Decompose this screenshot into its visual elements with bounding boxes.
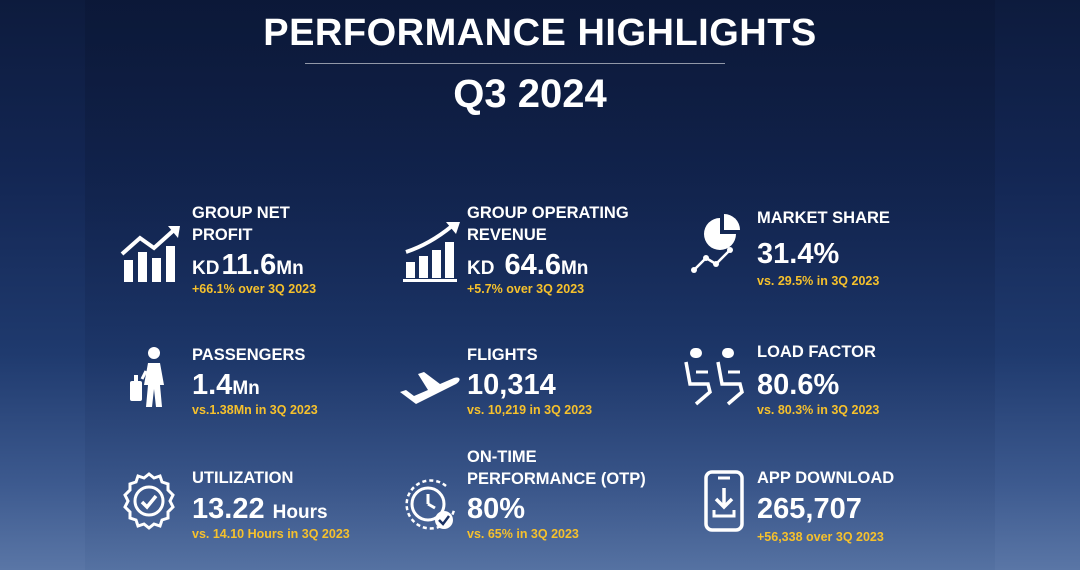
net-profit-number: 11.6 (221, 249, 277, 281)
revenue-value: KD 64.6Mn (467, 249, 588, 282)
net-profit-value: KD11.6Mn (192, 249, 304, 282)
load-factor-change: vs. 80.3% in 3Q 2023 (757, 403, 880, 417)
net-profit-label-line2: PROFIT (192, 226, 253, 244)
utilization-number: 13.22 (192, 493, 265, 525)
app-download-label: APP DOWNLOAD (757, 469, 895, 487)
market-share-label: MARKET SHARE (757, 209, 890, 227)
phone-download-icon (692, 468, 758, 534)
background-panel (85, 0, 995, 570)
flights-change: vs. 10,219 in 3Q 2023 (467, 403, 593, 417)
passengers-unit: Mn (232, 378, 260, 399)
aircraft-seats-icon (682, 342, 748, 408)
passengers-change: vs.1.38Mn in 3Q 2023 (192, 403, 318, 417)
app-download-change: +56,338 over 3Q 2023 (757, 530, 884, 544)
net-profit-label-line1: GROUP NET (192, 204, 290, 222)
flights-value: 10,314 (467, 369, 556, 401)
traveler-luggage-icon (124, 345, 190, 411)
app-download-value: 265,707 (757, 493, 862, 525)
line-chart-rising-icon (118, 222, 184, 288)
revenue-change: +5.7% over 3Q 2023 (467, 282, 585, 296)
page-title: PERFORMANCE HIGHLIGHTS (263, 12, 817, 54)
load-factor-label: LOAD FACTOR (757, 343, 876, 361)
airplane-takeoff-icon (396, 352, 462, 418)
utilization-label: UTILIZATION (192, 469, 294, 487)
market-share-value: 31.4% (757, 238, 840, 270)
revenue-label-line2: REVENUE (467, 226, 547, 244)
passengers-value: 1.4Mn (192, 369, 260, 402)
title-divider (305, 63, 725, 64)
otp-value: 80% (467, 493, 526, 525)
otp-label-line2: PERFORMANCE (OTP) (467, 470, 646, 488)
market-share-change: vs. 29.5% in 3Q 2023 (757, 274, 880, 288)
gear-clock-icon (116, 468, 182, 534)
passengers-label: PASSENGERS (192, 346, 306, 364)
revenue-currency: KD (467, 258, 495, 279)
net-profit-currency: KD (192, 258, 220, 279)
load-factor-value: 80.6% (757, 369, 840, 401)
utilization-unit: Hours (272, 502, 328, 523)
flights-label: FLIGHTS (467, 346, 538, 364)
net-profit-change: +66.1% over 3Q 2023 (192, 282, 317, 296)
otp-change: vs. 65% in 3Q 2023 (467, 527, 579, 541)
otp-label-line1: ON-TIME (467, 448, 537, 466)
passengers-number: 1.4 (192, 369, 233, 401)
revenue-label-line1: GROUP OPERATING (467, 204, 629, 222)
net-profit-unit: Mn (276, 258, 304, 279)
utilization-change: vs. 14.10 Hours in 3Q 2023 (192, 527, 350, 541)
pie-chart-icon (690, 212, 756, 278)
utilization-value: 13.22 Hours (192, 493, 328, 526)
clock-check-icon (398, 472, 464, 538)
revenue-unit: Mn (560, 258, 589, 279)
period-title: Q3 2024 (453, 72, 607, 116)
bar-chart-arrow-icon (400, 218, 466, 284)
revenue-number: 64.6 (504, 249, 561, 281)
